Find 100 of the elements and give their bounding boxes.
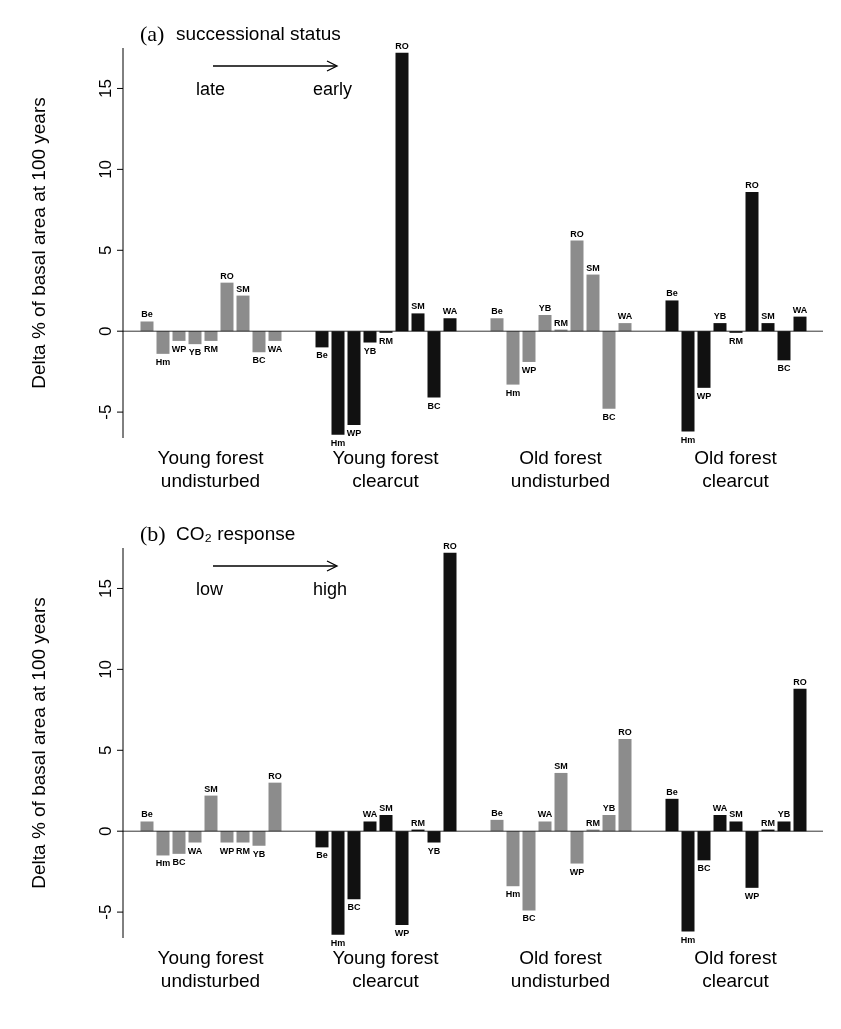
text: Hm <box>680 434 696 445</box>
text: Be <box>491 306 503 317</box>
text: WA <box>792 304 808 315</box>
text: YB <box>363 345 377 356</box>
series-label: Be <box>141 309 153 320</box>
text: BC <box>777 363 791 374</box>
text: Be <box>491 807 503 818</box>
x-tick-label: Old forest clearcut <box>694 447 778 491</box>
text: RM <box>761 817 775 828</box>
text: SM <box>761 311 775 322</box>
text: WA <box>617 311 633 322</box>
series-label: WA <box>442 306 458 317</box>
series-label: WP <box>219 845 235 856</box>
series-label: YB <box>602 803 616 814</box>
text: SM <box>729 809 743 820</box>
series-label: WP <box>171 343 187 354</box>
text: WA <box>267 343 283 354</box>
text: Hm <box>330 437 346 448</box>
text: Hm <box>505 889 521 900</box>
text: RO <box>570 228 584 239</box>
annotation: early <box>313 79 353 100</box>
text: Be <box>316 350 328 361</box>
text: SM <box>411 301 425 312</box>
x-tick-label: Young forest undisturbed <box>157 947 265 991</box>
text: BC <box>522 913 536 924</box>
series-label: Be <box>141 809 153 820</box>
text: RO <box>395 40 409 51</box>
text: BC <box>347 902 361 913</box>
text: SM <box>379 803 393 814</box>
text: SM <box>554 760 568 771</box>
y-tick-label: 10 <box>96 659 115 679</box>
y-tick-label: 0 <box>96 826 115 836</box>
text: CO₂ response <box>176 523 296 545</box>
text: Be <box>666 786 678 797</box>
x-tick-label: Old forest undisturbed <box>510 447 611 491</box>
text: RM <box>236 845 250 856</box>
text: (b) <box>140 521 166 547</box>
text: Be <box>666 288 678 299</box>
y-tick-label: 5 <box>96 745 115 756</box>
annotation: low <box>196 579 224 600</box>
y-tick-label: 15 <box>96 579 115 598</box>
y-tick-label: 10 <box>96 159 115 179</box>
text: successional status <box>176 23 341 45</box>
annotation: late <box>196 79 226 100</box>
text: WP <box>521 364 537 375</box>
text: SM <box>586 262 600 273</box>
text: Hm <box>680 934 696 945</box>
y-tick-label: 15 <box>96 79 115 98</box>
text: YB <box>427 845 441 856</box>
text: RO <box>618 726 632 737</box>
y-tick-label: -5 <box>96 904 115 920</box>
series-label: RM <box>411 817 425 828</box>
x-tick-label: Young forest undisturbed <box>157 447 265 491</box>
text: YB <box>713 311 727 322</box>
text: Be <box>316 850 328 861</box>
x-tick-label: Young forest clearcut <box>332 447 440 491</box>
series-label: WA <box>362 809 378 820</box>
text: RO <box>793 676 807 687</box>
series-label: BC <box>252 355 266 366</box>
text: YB <box>188 347 202 358</box>
y-axis-title: Delta % of basal area at 100 years <box>27 97 49 389</box>
text: YB <box>777 809 791 820</box>
text: BC <box>697 863 711 874</box>
text: RO <box>745 180 759 191</box>
text: BC <box>602 411 616 422</box>
text: WP <box>696 390 712 401</box>
text: RM <box>204 343 218 354</box>
text: RM <box>379 335 393 346</box>
series-label: Hm <box>155 356 171 367</box>
text: RM <box>729 335 743 346</box>
series-label: BC <box>172 856 186 867</box>
series-label: SM <box>204 783 218 794</box>
x-tick-label: Old forest clearcut <box>694 947 778 991</box>
series-label: Hm <box>155 858 171 869</box>
y-tick-label: 5 <box>96 245 115 256</box>
annotation: high <box>313 579 348 600</box>
text: RM <box>586 817 600 828</box>
y-tick-label: 0 <box>96 326 115 336</box>
series-label: SM <box>236 283 250 294</box>
x-tick-label: Old forest undisturbed <box>510 947 611 991</box>
text: Hm <box>505 387 521 398</box>
series-label: RO <box>268 770 282 781</box>
text: RO <box>443 540 457 551</box>
series-label: RO <box>220 270 234 281</box>
text: WP <box>346 428 362 439</box>
series-label: YB <box>538 303 552 314</box>
text: (a) <box>140 21 165 47</box>
text: WA <box>537 809 553 820</box>
series-label: RM <box>554 317 568 328</box>
text: WP <box>569 866 585 877</box>
text: YB <box>252 848 266 859</box>
text: Hm <box>330 937 346 948</box>
text: WA <box>712 803 728 814</box>
text: WP <box>394 928 410 939</box>
x-tick-label: Young forest clearcut <box>332 947 440 991</box>
text: BC <box>427 400 441 411</box>
y-tick-label: -5 <box>96 404 115 420</box>
y-axis-title: Delta % of basal area at 100 years <box>27 597 49 889</box>
text: WA <box>187 845 203 856</box>
text: WP <box>744 890 760 901</box>
